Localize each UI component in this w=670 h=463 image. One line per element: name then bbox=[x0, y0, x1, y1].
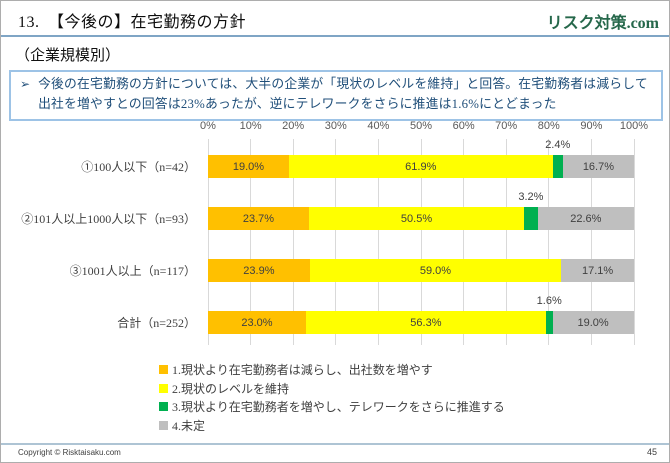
page-number: 45 bbox=[646, 447, 657, 457]
gridline bbox=[505, 139, 507, 345]
gridline bbox=[207, 139, 209, 345]
header-divider-line bbox=[1, 35, 669, 37]
legend-swatch-icon bbox=[159, 383, 168, 393]
arrow-bullet-icon: ➢ bbox=[20, 77, 31, 91]
category-label: ②101人以上1000人以下（n=93） bbox=[21, 212, 196, 226]
x-tick-label: 90% bbox=[580, 120, 603, 132]
bar-row: 23.0% 56.3% 19.0% bbox=[208, 311, 634, 334]
x-tick-label: 20% bbox=[282, 120, 305, 132]
bar-segment: 61.9% bbox=[288, 155, 553, 178]
gridline bbox=[548, 139, 550, 345]
x-tick-label: 40% bbox=[367, 120, 390, 132]
bar-segment: 22.6% bbox=[537, 207, 634, 230]
bar-segment: 19.0% bbox=[208, 155, 289, 178]
gridline bbox=[420, 139, 422, 345]
bar-segment: 59.0% bbox=[309, 259, 562, 282]
gridline bbox=[250, 139, 252, 345]
x-tick-label: 60% bbox=[452, 120, 475, 132]
x-tick-label: 10% bbox=[239, 120, 262, 132]
bar-segment: 23.0% bbox=[208, 311, 306, 334]
category-label: 合計（n=252） bbox=[117, 316, 196, 330]
x-tick-label: 50% bbox=[409, 120, 433, 132]
slide-title: 13. 【今後の】在宅勤務の方針 bbox=[18, 14, 247, 31]
legend-label: 3.現状より在宅勤務者を増やし、テレワークをさらに推進する bbox=[172, 400, 505, 414]
segment-callout-label: 3.2% bbox=[518, 191, 544, 203]
bar-segment: 23.9% bbox=[208, 259, 310, 282]
legend-swatch-icon bbox=[159, 365, 168, 374]
copyright-text: Copyright © Risktaisaku.com bbox=[18, 448, 121, 457]
site-logo: リスク対策.com bbox=[546, 15, 659, 32]
legend-item: 4.未定 bbox=[159, 418, 505, 433]
bar-segment: 16.7% bbox=[562, 155, 634, 178]
gridline bbox=[335, 139, 337, 345]
x-tick-label: 80% bbox=[537, 120, 560, 132]
x-tick-label: 0% bbox=[200, 120, 216, 132]
legend-label: 4.未定 bbox=[172, 418, 206, 433]
gridline bbox=[463, 139, 465, 345]
summary-text-box: ➢ 今後の在宅勤務の方針については、大半の企業が「現状のレベルを維持」と回答。在… bbox=[9, 70, 663, 121]
legend-item: 1.現状より在宅勤務者は減らし、出社数を増やす bbox=[159, 363, 505, 377]
bar-row: 23.7% 50.5% 22.6% bbox=[208, 207, 634, 230]
bar-row: 23.9% 59.0% 17.1% bbox=[208, 259, 634, 282]
bar-segment: 50.5% bbox=[308, 207, 525, 230]
x-tick-label: 30% bbox=[324, 120, 347, 132]
legend-item: 2.現状のレベルを維持 bbox=[159, 381, 505, 396]
gridline bbox=[377, 139, 379, 345]
segment-callout-label: 2.4% bbox=[545, 139, 571, 151]
legend-label: 2.現状のレベルを維持 bbox=[172, 381, 290, 396]
legend-swatch-icon bbox=[159, 420, 168, 430]
gridline bbox=[292, 139, 294, 345]
gridline bbox=[633, 139, 635, 345]
legend-label: 1.現状より在宅勤務者は減らし、出社数を増やす bbox=[172, 363, 433, 377]
x-tick-label: 70% bbox=[495, 120, 518, 132]
chart-legend: 1.現状より在宅勤務者は減らし、出社数を増やす 2.現状のレベルを維持 3.現状より… bbox=[159, 363, 505, 437]
bar-segment: 56.3% bbox=[305, 311, 546, 334]
bar-segment bbox=[552, 155, 563, 178]
segment-callout-label: 1.6% bbox=[536, 295, 562, 307]
footer-divider-line bbox=[1, 443, 669, 445]
x-tick-label: 100% bbox=[619, 120, 649, 132]
legend-item: 3.現状より在宅勤務者を増やし、テレワークをさらに推進する bbox=[159, 400, 505, 414]
bar-segment bbox=[524, 207, 538, 230]
category-label: ①100人以下（n=42） bbox=[81, 160, 196, 174]
category-label: ③1001人以上（n=117） bbox=[69, 264, 196, 278]
bar-segment bbox=[545, 311, 553, 334]
bar-segment: 19.0% bbox=[552, 311, 634, 334]
summary-text: 今後の在宅勤務の方針については、大半の企業が「現状のレベルを維持」と回答。在宅勤… bbox=[38, 77, 648, 111]
bar-row: 19.0% 61.9% 16.7% bbox=[208, 155, 634, 178]
bar-segment: 17.1% bbox=[561, 259, 634, 282]
slide-subtitle: （企業規模別） bbox=[15, 48, 121, 64]
bar-segment: 23.7% bbox=[208, 207, 309, 230]
gridline bbox=[590, 139, 592, 345]
legend-swatch-icon bbox=[159, 402, 168, 411]
